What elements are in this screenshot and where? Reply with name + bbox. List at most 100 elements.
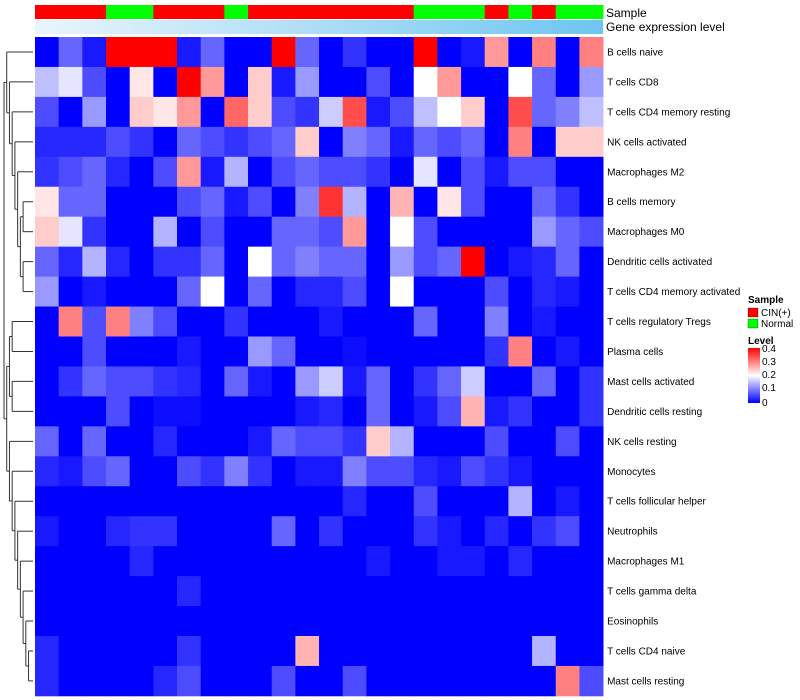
heatmap-cell — [271, 126, 296, 158]
heatmap-cell — [413, 486, 438, 517]
heatmap-cell — [224, 456, 249, 487]
heatmap-cell — [153, 96, 178, 128]
row-label: T cells CD8 — [607, 77, 659, 88]
heatmap-cell — [129, 426, 154, 457]
heatmap-cell — [200, 276, 225, 307]
heatmap-cell — [508, 516, 533, 547]
heatmap-cell — [248, 336, 273, 367]
heatmap-cell — [319, 665, 344, 697]
heatmap-cell — [82, 516, 107, 547]
heatmap-cell — [200, 186, 225, 218]
heatmap-cell — [106, 665, 131, 697]
heatmap-cell — [390, 516, 415, 547]
heatmap-cell — [342, 216, 367, 248]
heatmap-cell — [129, 366, 154, 397]
heatmap-cell — [342, 37, 367, 68]
heatmap-cell — [35, 276, 60, 307]
heatmap-cell — [129, 606, 154, 637]
heatmap-cell — [342, 606, 367, 637]
heatmap-cell — [484, 366, 509, 397]
heatmap-cell — [271, 546, 296, 577]
heatmap-cell — [200, 366, 225, 397]
heatmap-cell — [248, 96, 273, 128]
heatmap-cell — [484, 546, 509, 577]
heatmap-cell — [461, 665, 486, 697]
heatmap-cell — [177, 456, 202, 487]
heatmap-cell — [58, 546, 83, 577]
heatmap-cell — [461, 306, 486, 337]
heatmap-cell — [437, 37, 462, 68]
heatmap-cell — [200, 576, 225, 607]
heatmap-cell — [342, 426, 367, 457]
heatmap-cell — [484, 516, 509, 547]
heatmap-cell — [461, 156, 486, 188]
heatmap-cell — [413, 156, 438, 188]
heatmap-cell — [200, 665, 225, 697]
heatmap-cell — [342, 246, 367, 277]
heatmap-cell — [295, 665, 320, 697]
heatmap-cell — [342, 186, 367, 218]
heatmap-cell — [295, 366, 320, 397]
heatmap-cell — [224, 576, 249, 607]
row-labels: B cells naive T cells CD8 T cells CD4 memo… — [607, 48, 740, 688]
heatmap-cell — [532, 126, 557, 158]
heatmap-cell — [248, 426, 273, 457]
heatmap-cell — [319, 246, 344, 277]
heatmap-cell — [35, 606, 60, 637]
sample-annotation-bar — [35, 5, 604, 19]
heatmap-cell — [129, 126, 154, 158]
heatmap-cell — [484, 486, 509, 517]
heatmap-cell — [390, 396, 415, 427]
sample-annotation-cell — [177, 5, 202, 19]
heatmap-cell — [579, 156, 604, 188]
heatmap-cell — [153, 396, 178, 427]
heatmap-cell — [579, 186, 604, 218]
heatmap-cell — [271, 396, 296, 427]
heatmap-cell — [461, 486, 486, 517]
heatmap-cell — [461, 66, 486, 98]
heatmap-cell — [366, 246, 391, 277]
heatmap-cell — [413, 366, 438, 397]
heatmap-cell — [461, 336, 486, 367]
heatmap-cell — [437, 456, 462, 487]
heatmap-cell — [35, 546, 60, 577]
heatmap-cell — [224, 636, 249, 667]
heatmap-cell — [200, 66, 225, 98]
heatmap-cell — [58, 665, 83, 697]
sample-annotation-cell — [58, 5, 83, 19]
heatmap-cell — [271, 636, 296, 667]
heatmap-cell — [82, 426, 107, 457]
heatmap-cell — [224, 37, 249, 68]
heatmap-cell — [129, 156, 154, 188]
heatmap-cell — [532, 37, 557, 68]
heatmap-cell — [508, 576, 533, 607]
heatmap-cell — [295, 606, 320, 637]
heatmap-cell — [153, 486, 178, 517]
heatmap-cell — [177, 66, 202, 98]
heatmap-cell — [224, 665, 249, 697]
heatmap-cell — [532, 246, 557, 277]
heatmap-cell — [484, 606, 509, 637]
heatmap-cell — [366, 396, 391, 427]
heatmap-cell — [579, 516, 604, 547]
heatmap-cell — [319, 156, 344, 188]
heatmap-cell — [129, 276, 154, 307]
heatmap-cell — [177, 546, 202, 577]
heatmap-cell — [106, 126, 131, 158]
heatmap-cell — [579, 246, 604, 277]
heatmap-cell — [177, 366, 202, 397]
heatmap-cell — [532, 96, 557, 128]
heatmap-cell — [295, 456, 320, 487]
heatmap-cell — [129, 396, 154, 427]
heatmap-cell — [35, 216, 60, 248]
heatmap-cell — [555, 96, 580, 128]
heatmap-cell — [437, 186, 462, 218]
heatmap-cell — [271, 246, 296, 277]
heatmap-cell — [484, 216, 509, 248]
heatmap-cell — [390, 606, 415, 637]
heatmap-cell — [177, 216, 202, 248]
heatmap-cell — [82, 186, 107, 218]
heatmap-cell — [153, 156, 178, 188]
heatmap-cell — [461, 96, 486, 128]
